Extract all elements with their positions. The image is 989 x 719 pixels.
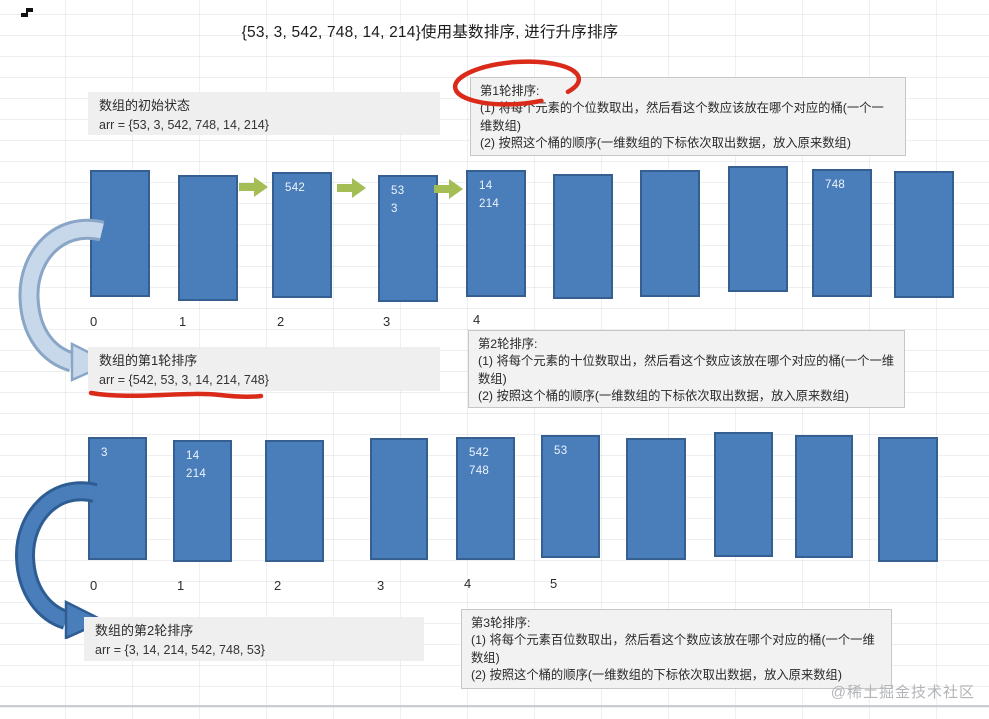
bucket-values — [180, 177, 236, 183]
bucket-row2-8 — [795, 435, 853, 558]
round1-instructions: 第1轮排序: (1) 将每个元素的个位数取出，然后看这个数应该放在哪个对应的桶(… — [470, 77, 906, 156]
initial-state-array: arr = {53, 3, 542, 748, 14, 214} — [99, 117, 269, 132]
round1-heading: 第1轮排序: — [480, 84, 540, 98]
bucket-row2-0: 3 — [88, 437, 147, 560]
bucket-row2-5: 53 — [541, 435, 600, 558]
initial-state-title: 数组的初始状态 — [99, 98, 191, 113]
bucket-values — [896, 173, 952, 179]
bucket-index: 4 — [473, 312, 481, 327]
bucket-row1-5 — [553, 174, 613, 299]
green-arrow-icon — [239, 177, 268, 197]
round1-result-label: 数组的第1轮排序 arr = {542, 53, 3, 14, 214, 748… — [88, 347, 440, 391]
green-arrow-icon — [434, 179, 463, 199]
round2-heading: 第2轮排序: — [478, 337, 538, 351]
bucket-values — [372, 440, 426, 446]
bucket-index: 2 — [274, 578, 282, 593]
bucket-row2-6 — [626, 438, 686, 560]
red-circle-annotation — [452, 59, 582, 107]
bucket-row1-9 — [894, 171, 954, 298]
bucket-values: 14 214 — [186, 450, 207, 480]
bucket-row1-3: 53 3 — [378, 175, 438, 302]
bucket-index: 2 — [277, 314, 285, 329]
round2-result-title: 数组的第2轮排序 — [95, 623, 194, 638]
bucket-values — [880, 439, 936, 445]
initial-state-label: 数组的初始状态 arr = {53, 3, 542, 748, 14, 214} — [88, 92, 440, 135]
bucket-values: 14 214 — [479, 180, 500, 210]
bucket-values — [92, 172, 148, 178]
bucket-row2-2 — [265, 440, 324, 562]
round2-instructions: 第2轮排序: (1) 将每个元素的十位数取出，然后看这个数应该放在哪个对应的桶(… — [468, 330, 905, 408]
bucket-values: 3 — [101, 447, 108, 459]
bucket-row1-8: 748 — [812, 169, 872, 297]
green-arrow-icon — [337, 178, 366, 198]
bucket-index: 1 — [177, 578, 185, 593]
round2-item2: (2) 按照这个桶的顺序(一维数组的下标依次取出数据，放入原来数组) — [478, 389, 849, 404]
bucket-row1-7 — [728, 166, 788, 292]
round1-item2: (2) 按照这个桶的顺序(一维数组的下标依次取出数据，放入原来数组) — [480, 136, 851, 151]
bucket-values — [797, 437, 851, 443]
bucket-index: 5 — [550, 576, 558, 591]
bucket-values — [555, 176, 611, 182]
corner-step-icon — [21, 8, 33, 17]
round1-result-title: 数组的第1轮排序 — [99, 353, 198, 368]
round3-item2: (2) 按照这个桶的顺序(一维数组的下标依次取出数据，放入原来数组) — [471, 668, 842, 683]
bottom-divider — [0, 705, 989, 707]
bucket-values — [716, 434, 771, 440]
bucket-values: 53 3 — [391, 185, 405, 215]
bucket-row1-6 — [640, 170, 700, 297]
bucket-row1-2: 542 — [272, 172, 332, 298]
page-title: {53, 3, 542, 748, 14, 214}使用基数排序, 进行升序排序 — [241, 24, 619, 41]
watermark: @稀土掘金技术社区 — [830, 684, 975, 701]
bucket-index: 3 — [377, 578, 385, 593]
red-underline-annotation — [88, 390, 264, 399]
bucket-index: 3 — [383, 314, 391, 329]
bucket-values — [267, 442, 322, 448]
curved-arrow-down-icon — [15, 481, 107, 639]
bucket-row2-7 — [714, 432, 773, 557]
bucket-index: 4 — [464, 576, 472, 591]
round2-item1: (1) 将每个元素的十位数取出，然后看这个数应该放在哪个对应的桶(一个一维数组) — [478, 354, 895, 386]
bucket-row2-1: 14 214 — [173, 440, 232, 562]
bucket-row2-3 — [370, 438, 428, 560]
round2-result-label: 数组的第2轮排序 arr = {3, 14, 214, 542, 748, 53… — [84, 617, 424, 661]
bucket-values — [730, 168, 786, 174]
round3-heading: 第3轮排序: — [471, 616, 531, 630]
bucket-values — [628, 440, 684, 446]
bucket-values: 53 — [554, 445, 568, 457]
bucket-values: 542 748 — [469, 447, 490, 477]
round2-result-array: arr = {3, 14, 214, 542, 748, 53} — [95, 642, 265, 657]
bucket-row2-9 — [878, 437, 938, 562]
bucket-index: 0 — [90, 578, 98, 593]
bucket-index: 1 — [179, 314, 187, 329]
bucket-index: 0 — [90, 314, 98, 329]
bucket-values: 748 — [825, 179, 846, 191]
round3-instructions: 第3轮排序: (1) 将每个元素百位数取出，然后看这个数应该放在哪个对应的桶(一… — [461, 609, 892, 689]
bucket-row1-1 — [178, 175, 238, 301]
bucket-row2-4: 542 748 — [456, 437, 515, 560]
bucket-row1-4: 14 214 — [466, 170, 526, 297]
bucket-values — [642, 172, 698, 178]
bucket-values: 542 — [285, 182, 306, 194]
round1-item1: (1) 将每个元素的个位数取出，然后看这个数应该放在哪个对应的桶(一个一维数组) — [480, 101, 884, 133]
round1-result-array: arr = {542, 53, 3, 14, 214, 748} — [99, 372, 269, 387]
round3-item1: (1) 将每个元素百位数取出，然后看这个数应该放在哪个对应的桶(一个一维数组) — [471, 633, 875, 665]
